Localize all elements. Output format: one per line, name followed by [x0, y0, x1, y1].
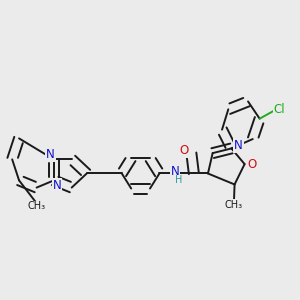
- Text: N: N: [52, 178, 61, 192]
- Text: N: N: [171, 165, 179, 178]
- Text: O: O: [248, 158, 257, 171]
- Text: H: H: [176, 176, 183, 185]
- Text: N: N: [46, 148, 55, 161]
- Text: Cl: Cl: [274, 103, 285, 116]
- Text: CH₃: CH₃: [225, 200, 243, 210]
- Text: CH₃: CH₃: [28, 201, 46, 212]
- Text: N: N: [234, 140, 243, 152]
- Text: O: O: [180, 144, 189, 157]
